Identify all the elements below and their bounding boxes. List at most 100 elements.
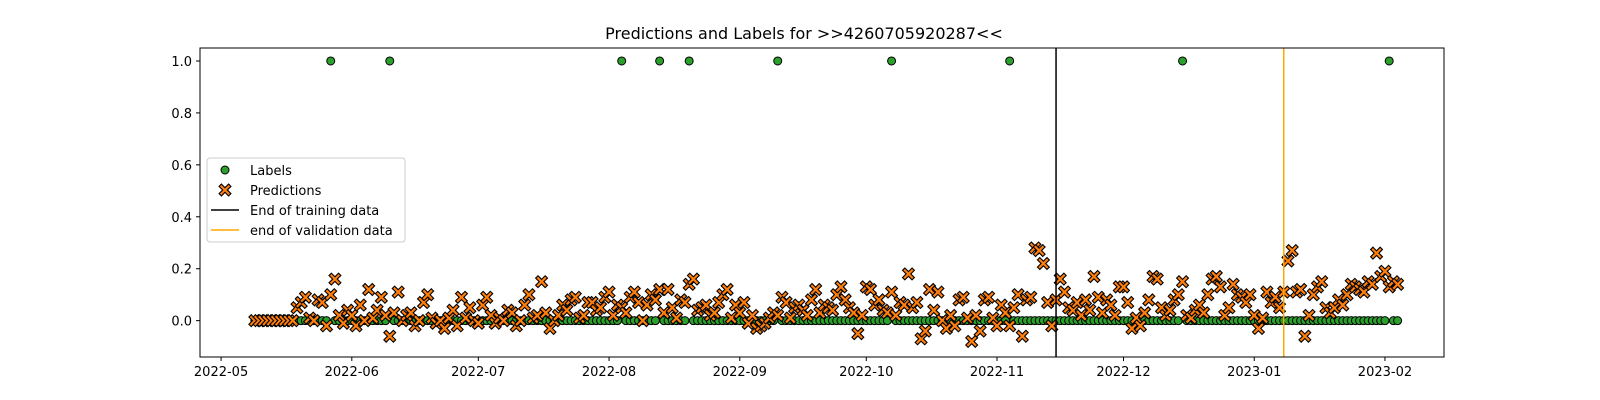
prediction-point: [855, 308, 869, 323]
prediction-marker-fill: [1034, 245, 1045, 256]
prediction-point: [505, 306, 519, 320]
legend-box: [206, 157, 406, 243]
prediction-marker-fill: [620, 307, 632, 319]
prediction-point: [602, 285, 616, 299]
prediction-point: [834, 280, 848, 294]
prediction-point: [665, 300, 680, 315]
prediction-point: [707, 306, 722, 320]
prediction-point: [1091, 290, 1105, 304]
prediction-marker-fill: [578, 310, 589, 321]
prediction-point: [990, 319, 1004, 333]
prediction-point: [433, 313, 448, 328]
prediction-point: [1293, 282, 1308, 297]
prediction-marker-fill: [654, 284, 665, 295]
prediction-point: [421, 287, 435, 302]
prediction-point: [901, 267, 916, 281]
prediction-point: [1045, 319, 1059, 333]
prediction-point: [889, 308, 903, 323]
prediction-marker-fill: [1194, 299, 1205, 311]
prediction-marker-fill: [219, 184, 231, 196]
prediction-point: [307, 313, 321, 328]
prediction-marker-fill: [713, 297, 724, 308]
prediction-point: [1327, 300, 1342, 315]
prediction-point: [1201, 287, 1215, 302]
prediction-point: [741, 316, 755, 330]
prediction-marker-fill: [781, 297, 792, 308]
prediction-point: [948, 319, 962, 333]
prediction-marker-fill: [443, 312, 454, 324]
prediction-marker-fill: [481, 292, 492, 303]
prediction-point: [442, 311, 456, 325]
prediction-point: [1378, 264, 1392, 279]
prediction-point: [863, 282, 878, 297]
prediction-point: [636, 313, 650, 328]
x-tick-label: 2022-11: [970, 365, 1024, 380]
prediction-marker-fill: [1185, 312, 1197, 324]
prediction-marker-fill: [1177, 276, 1188, 287]
prediction-marker-fill: [1371, 247, 1382, 259]
prediction-marker-fill: [422, 289, 433, 300]
prediction-point: [1125, 321, 1139, 336]
legend-label: Labels: [250, 164, 292, 179]
label-point: [887, 56, 897, 66]
prediction-marker-fill: [544, 323, 556, 334]
prediction-point: [872, 293, 886, 307]
prediction-marker-fill: [983, 292, 994, 303]
prediction-point: [1390, 277, 1405, 292]
prediction-point: [1251, 321, 1266, 336]
x-tick-label: 2022-08: [582, 365, 636, 380]
prediction-marker-fill: [688, 273, 699, 285]
chart-title: Predictions and Labels for >>42607059202…: [605, 24, 1003, 43]
prediction-marker-fill: [1308, 289, 1319, 300]
legend-label: Predictions: [250, 184, 322, 199]
prediction-point: [720, 282, 734, 297]
prediction-marker-fill: [662, 284, 674, 295]
prediction-marker-fill: [814, 307, 826, 319]
y-tick-label: 0.4: [171, 211, 192, 226]
legend: Labels Predictions End of training data end…: [206, 157, 406, 243]
prediction-point: [1281, 254, 1295, 268]
prediction-marker-fill: [561, 305, 573, 316]
prediction-marker-fill: [376, 292, 387, 303]
prediction-marker-fill: [570, 292, 581, 303]
prediction-marker-fill: [1341, 289, 1353, 300]
prediction-point: [897, 298, 911, 312]
prediction-marker-fill: [350, 320, 362, 331]
prediction-point: [1083, 303, 1097, 317]
prediction-marker-fill: [1270, 292, 1281, 303]
prediction-marker-fill: [1109, 310, 1121, 321]
prediction-marker-fill: [1337, 299, 1348, 311]
prediction-marker-fill: [911, 297, 923, 308]
prediction-point: [416, 295, 431, 310]
prediction-point: [345, 308, 359, 323]
prediction-point: [1007, 300, 1021, 315]
prediction-point: [1357, 285, 1371, 299]
prediction-marker-fill: [473, 318, 484, 329]
prediction-marker-fill: [1012, 289, 1024, 300]
prediction-marker-fill: [937, 315, 948, 326]
prediction-marker-fill: [658, 307, 670, 319]
prediction-point: [551, 308, 566, 323]
prediction-point: [568, 290, 583, 304]
prediction-marker-fill: [941, 323, 952, 334]
prediction-point: [960, 311, 975, 325]
prediction-point: [357, 313, 372, 328]
prediction-point: [640, 298, 654, 312]
prediction-marker-fill: [388, 307, 400, 319]
prediction-marker-fill: [840, 294, 851, 306]
prediction-point: [724, 311, 739, 325]
y-tick-label: 0.6: [171, 159, 192, 174]
prediction-marker-fill: [915, 333, 927, 344]
prediction-point: [319, 319, 334, 333]
prediction-marker-fill: [1042, 297, 1053, 308]
prediction-point: [927, 303, 941, 317]
prediction-point: [1192, 298, 1207, 312]
prediction-point: [522, 287, 536, 302]
y-tick-label: 0.0: [171, 315, 192, 330]
prediction-marker-fill: [464, 302, 476, 313]
prediction-marker-fill: [1198, 307, 1209, 319]
prediction-point: [378, 308, 393, 323]
prediction-marker-fill: [949, 320, 960, 331]
prediction-point: [391, 285, 405, 299]
